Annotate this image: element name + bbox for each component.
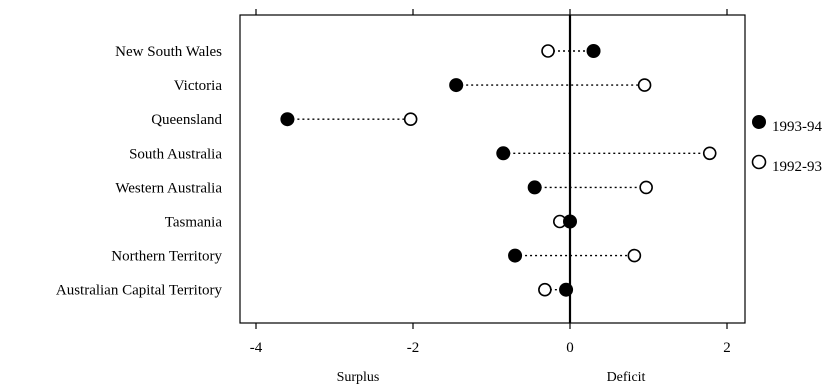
x-annotation-surplus: Surplus [337, 370, 380, 385]
category-label: Western Australia [115, 180, 222, 196]
point-1993-94 [563, 214, 577, 229]
point-1992-93 [541, 44, 555, 58]
category-label: Northern Territory [111, 249, 222, 265]
point-1992-93 [538, 282, 552, 297]
tick-label: -2 [407, 340, 420, 356]
tick-label: 0 [566, 340, 574, 356]
legend: 1993-94 1992-93 [751, 115, 822, 175]
category-label: Tasmania [165, 215, 223, 231]
point-1992-93 [637, 78, 652, 92]
x-axis-ticks [255, 9, 728, 329]
category-labels: New South Wales Victoria Queensland South A… [56, 44, 223, 299]
point-1993-94 [496, 146, 511, 161]
point-1993-94 [449, 78, 464, 93]
legend-marker-filled [752, 115, 766, 129]
point-1992-93 [627, 248, 642, 263]
category-label: New South Wales [115, 44, 222, 60]
tick-label: -4 [250, 340, 263, 356]
legend-label: 1993-94 [772, 119, 822, 135]
point-1993-94 [527, 180, 542, 195]
legend-label: 1992-93 [772, 159, 822, 175]
category-label: South Australia [129, 146, 222, 162]
point-1992-93 [702, 146, 717, 161]
x-annotation-deficit: Deficit [607, 370, 646, 385]
tick-label: 2 [723, 340, 731, 356]
point-1993-94 [280, 112, 295, 127]
plot-frame [239, 14, 746, 324]
point-1993-94 [586, 44, 601, 58]
point-1993-94 [508, 248, 523, 263]
point-1992-93 [403, 112, 418, 126]
point-1993-94 [559, 282, 574, 297]
category-label: Australian Capital Territory [56, 283, 223, 299]
legend-marker-open [751, 154, 767, 170]
point-1992-93 [639, 180, 653, 195]
category-label: Victoria [174, 78, 223, 94]
category-label: Queensland [151, 112, 222, 128]
data-points [280, 44, 717, 297]
x-tick-labels: -4 -2 0 2 [250, 340, 731, 356]
